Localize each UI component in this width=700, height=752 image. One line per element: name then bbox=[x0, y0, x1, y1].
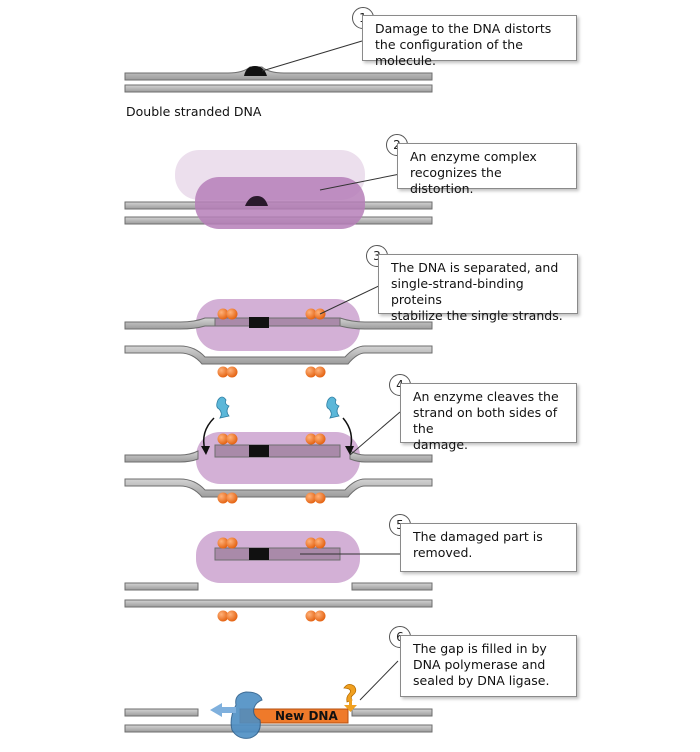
step4-dna bbox=[124, 396, 433, 504]
damage-lesion bbox=[245, 196, 268, 206]
step-6-callout: The gap is filled in by DNA polymerase a… bbox=[400, 635, 577, 697]
step-3-callout: The DNA is separated, and single-strand-… bbox=[378, 254, 578, 323]
damage-lesion bbox=[249, 317, 269, 328]
step-1-callout: Damage to the DNA distorts the configura… bbox=[362, 15, 577, 68]
step2-dna bbox=[124, 150, 433, 229]
ssb-proteins bbox=[217, 537, 326, 622]
nuclease-left-icon bbox=[216, 396, 230, 419]
double-stranded-dna-label: Double stranded DNA bbox=[126, 104, 262, 119]
step6-dna: New DNA bbox=[124, 660, 433, 739]
ssb-proteins bbox=[217, 433, 326, 504]
enzyme-complex bbox=[195, 177, 365, 229]
step-5-text: The damaged part is removed. bbox=[413, 529, 543, 560]
step-1-text: Damage to the DNA distorts the configura… bbox=[375, 21, 552, 68]
dna-ligase-icon bbox=[343, 684, 357, 712]
damage-lesion bbox=[249, 548, 269, 560]
nuclease-right-icon bbox=[326, 396, 340, 419]
step1-dna bbox=[124, 40, 433, 93]
step-2-callout: An enzyme complex recognizes the distort… bbox=[397, 143, 577, 196]
step-5-callout: The damaged part is removed. bbox=[400, 523, 577, 572]
damage-lesion bbox=[249, 445, 269, 457]
step-4-text: An enzyme cleaves the strand on both sid… bbox=[413, 389, 559, 452]
step-6-text: The gap is filled in by DNA polymerase a… bbox=[413, 641, 550, 688]
ssb-proteins bbox=[217, 308, 326, 378]
step-4-callout: An enzyme cleaves the strand on both sid… bbox=[400, 383, 577, 452]
step-3-text: The DNA is separated, and single-strand-… bbox=[391, 260, 563, 323]
step-2-text: An enzyme complex recognizes the distort… bbox=[410, 149, 537, 196]
step5-dna bbox=[124, 531, 433, 622]
direction-arrow-icon bbox=[210, 703, 236, 717]
damage-lesion bbox=[244, 66, 267, 76]
dna-polymerase-icon bbox=[230, 691, 263, 739]
step3-dna bbox=[124, 282, 433, 378]
new-dna-label: New DNA bbox=[275, 709, 338, 723]
